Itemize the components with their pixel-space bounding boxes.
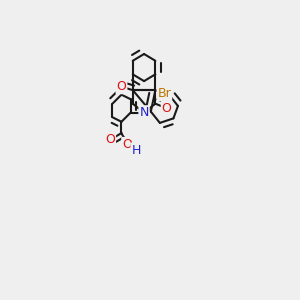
Text: O: O (122, 138, 132, 151)
Text: N: N (140, 106, 149, 119)
Text: O: O (162, 102, 172, 115)
Text: Br: Br (158, 87, 171, 100)
Text: O: O (105, 133, 115, 146)
Text: H: H (131, 143, 141, 157)
Text: O: O (116, 80, 126, 93)
